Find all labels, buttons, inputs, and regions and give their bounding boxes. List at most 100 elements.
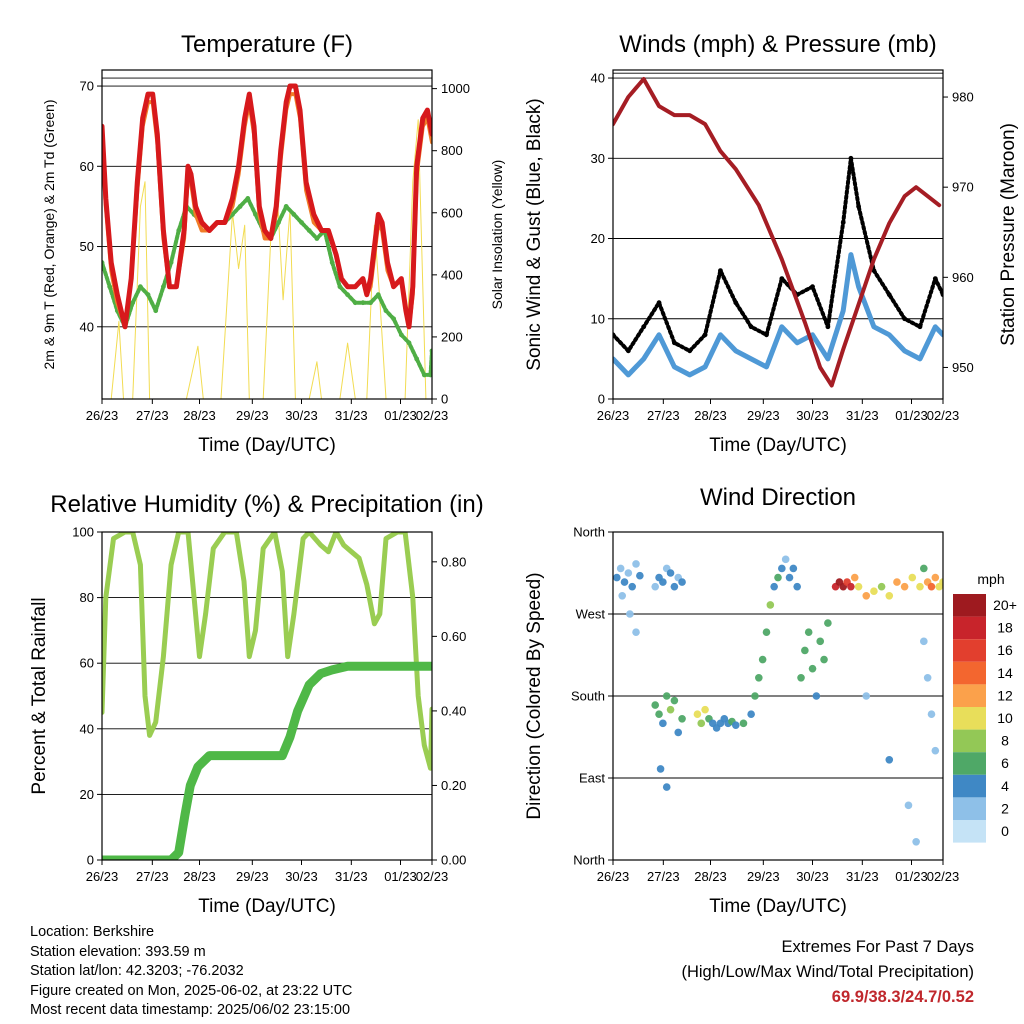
extremes-values: 69.9/38.3/24.7/0.52 [831, 988, 974, 1006]
winds-gust-point [702, 332, 708, 338]
winds-series-wind [613, 252, 943, 378]
winds-xtick-label: 27/23 [647, 408, 680, 423]
direction-point [816, 637, 825, 646]
direction-point [659, 719, 667, 728]
direction-point [618, 591, 627, 600]
direction-point [666, 705, 675, 714]
direction-point [697, 719, 706, 728]
legend-label: 20+ [993, 597, 1017, 613]
winds-ylabel: Sonic Wind & Gust (Blue, Black) [524, 98, 545, 370]
legend-label: 0 [1001, 823, 1009, 839]
direction-point [678, 714, 686, 723]
legend-label: 10 [997, 710, 1013, 726]
direction-point [670, 696, 679, 705]
temperature-ylabel: 2m & 9m T (Red, Orange) & 2m Td (Green) [41, 100, 57, 370]
direction-point [662, 783, 671, 791]
temperature-xtick-label: 29/23 [236, 408, 269, 423]
temperature-chart: Temperature (F) 40 50 60 70 0 200 400 600 800 1000… [41, 31, 505, 456]
wind-direction-ytick-label: North [573, 853, 605, 868]
humidity-chart: Relative Humidity (%) & Precipitation (i… [29, 491, 484, 917]
direction-point [739, 719, 748, 728]
direction-point [862, 591, 871, 600]
temperature-xtick-label: 02/23 [416, 408, 449, 423]
temperature-xtick-label: 26/23 [86, 408, 119, 423]
legend-label: 2 [1001, 800, 1009, 816]
temperature-y2tick-label: 1000 [441, 81, 470, 96]
humidity-series-precip [102, 661, 432, 860]
legend-label: 4 [1001, 778, 1009, 794]
direction-point [808, 664, 817, 673]
temperature-y2tick-label: 600 [441, 205, 463, 220]
direction-point [797, 673, 805, 682]
winds-xtick-label: 30/23 [796, 408, 829, 423]
direction-point [678, 578, 686, 586]
winds-gust-point [848, 155, 854, 161]
direction-point [789, 564, 798, 573]
temperature-xtick-label: 31/23 [335, 408, 368, 423]
legend-swatch [953, 797, 986, 820]
direction-point [854, 582, 863, 591]
direction-point [762, 628, 771, 637]
temperature-ytick-label: 70 [80, 79, 94, 94]
wind-direction-frame [612, 531, 944, 861]
temperature-y2tick-label: 0 [441, 392, 448, 407]
station-latlon: Station lat/lon: 42.3203; -76.2032 [30, 963, 244, 979]
temperature-dewpoint-point [299, 220, 304, 225]
legend-swatch [953, 639, 986, 662]
recent-timestamp: Most recent data timestamp: 2025/06/02 2… [30, 1002, 351, 1018]
direction-point [632, 628, 640, 637]
winds-y2tick-label: 950 [952, 360, 974, 375]
temperature-dewpoint-point [137, 284, 143, 290]
temperature-dewpoint-point [352, 300, 358, 306]
winds-gust-point [840, 220, 846, 225]
temperature-xtick-label: 01/23 [384, 408, 417, 423]
legend-swatch [953, 752, 986, 775]
winds-y2tick-label: 970 [952, 180, 974, 195]
humidity-y2tick-label: 0.00 [441, 853, 466, 868]
temperature-dewpoint-point [130, 300, 136, 306]
temperature-xlabel: Time (Day/UTC) [198, 435, 336, 456]
winds-xtick-label: 31/23 [846, 408, 879, 423]
direction-point [916, 582, 924, 591]
winds-xtick-label: 01/23 [895, 408, 928, 423]
winds-gust-point [902, 316, 908, 322]
direction-point [920, 564, 928, 573]
temperature-ytick-label: 60 [80, 159, 94, 174]
wind-direction-ytick-label: South [571, 689, 605, 704]
winds-gust-point [764, 332, 769, 338]
temperature-xtick-label: 30/23 [285, 408, 318, 423]
direction-point [666, 569, 675, 577]
legend-swatch [953, 684, 986, 707]
wind-direction-xtick-label: 28/23 [694, 869, 727, 884]
legend-label: 14 [997, 665, 1013, 681]
humidity-ytick-label: 0 [87, 853, 94, 868]
humidity-y2tick-label: 0.20 [441, 778, 466, 793]
temperature-dewpoint-point [368, 300, 374, 306]
extremes-title: Extremes For Past 7 Days [781, 938, 974, 956]
winds-gust-point [856, 204, 861, 209]
humidity-xtick-label: 31/23 [335, 869, 368, 884]
humidity-ytick-label: 20 [80, 787, 94, 802]
humidity-xlabel: Time (Day/UTC) [198, 896, 336, 917]
figure-created: Figure created on Mon, 2025-06-02, at 23… [30, 982, 353, 999]
winds-gust-point [871, 268, 877, 274]
wind-direction-xtick-label: 27/23 [647, 869, 680, 884]
direction-point [620, 578, 629, 586]
wind-direction-title: Wind Direction [700, 484, 856, 511]
temperature-dewpoint-point [421, 372, 427, 378]
direction-point [656, 765, 665, 773]
direction-point [877, 582, 886, 591]
direction-point [731, 721, 740, 729]
temperature-dewpoint-point [375, 292, 381, 298]
temperature-y2tick-label: 800 [441, 143, 463, 158]
temperature-ytick-label: 40 [80, 319, 94, 334]
temperature-dewpoint-point [314, 236, 320, 241]
winds-ytick-label: 30 [591, 151, 605, 166]
legend-swatch [953, 661, 986, 685]
wind-direction-ytick-label: North [573, 525, 605, 540]
winds-xtick-label: 29/23 [747, 408, 780, 423]
wind-direction-plot-area [613, 555, 943, 846]
humidity-xtick-label: 27/23 [136, 869, 169, 884]
direction-point [613, 573, 621, 582]
winds-gust-point [656, 300, 662, 306]
